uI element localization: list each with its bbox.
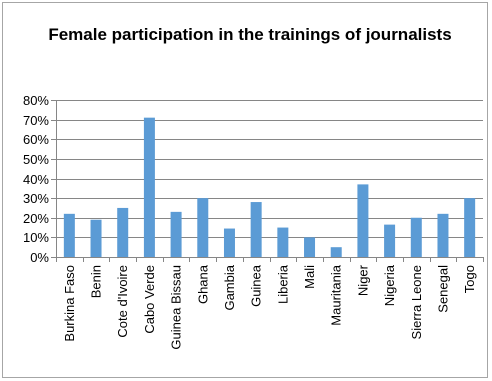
bar xyxy=(170,211,182,257)
chart-frame xyxy=(2,2,488,378)
bar xyxy=(117,207,129,257)
y-tick-label: 70% xyxy=(23,113,49,128)
bar xyxy=(437,213,449,257)
x-tick-label: Mauritania xyxy=(329,264,344,325)
x-tick-label: Senegal xyxy=(435,265,450,313)
bar xyxy=(304,237,316,257)
x-tick-label: Guinea xyxy=(249,264,264,307)
bar xyxy=(90,219,102,257)
x-tick-label: Cote d'Ivoire xyxy=(115,265,130,338)
bar xyxy=(250,202,262,257)
bar xyxy=(197,198,209,257)
bar xyxy=(410,217,422,257)
x-tick-label: Niger xyxy=(355,264,370,296)
x-tick-label: Gambia xyxy=(222,264,237,310)
y-axis-ticks: 0% 10% 20% 30% 40% 50% 60% 70% 80% xyxy=(23,93,56,265)
bar xyxy=(63,213,75,257)
bar xyxy=(357,184,369,257)
x-tick-label: Benin xyxy=(89,265,104,298)
gridlines xyxy=(56,100,483,238)
x-tick-label: Burkina Faso xyxy=(62,265,77,342)
bar xyxy=(384,224,396,257)
chart-title: Female participation in the trainings of… xyxy=(48,25,452,44)
x-tick-label: Mali xyxy=(302,265,317,289)
x-tick-label: Ghana xyxy=(195,264,210,304)
x-tick-label: Nigeria xyxy=(382,264,397,306)
bar xyxy=(464,198,476,257)
x-axis-ticks: Burkina Faso Benin Cote d'Ivoire Cabo Verde… xyxy=(56,257,484,350)
y-tick-label: 60% xyxy=(23,132,49,147)
bars xyxy=(63,117,476,257)
x-tick-label: Togo xyxy=(462,265,477,293)
x-tick-label: Cabo Verde xyxy=(142,265,157,334)
y-tick-label: 80% xyxy=(23,93,49,108)
y-tick-label: 50% xyxy=(23,152,49,167)
bar xyxy=(330,247,342,257)
y-tick-label: 10% xyxy=(23,230,49,245)
y-tick-label: 40% xyxy=(23,172,49,187)
bar xyxy=(143,117,155,257)
y-tick-label: 30% xyxy=(23,191,49,206)
bar xyxy=(277,227,289,257)
x-tick-label: Guinea Bissau xyxy=(169,265,184,350)
bar xyxy=(223,228,235,257)
y-tick-label: 0% xyxy=(30,250,49,265)
x-tick-label: Sierra Leone xyxy=(409,265,424,339)
y-tick-label: 20% xyxy=(23,211,49,226)
x-tick-label: Liberia xyxy=(275,264,290,304)
